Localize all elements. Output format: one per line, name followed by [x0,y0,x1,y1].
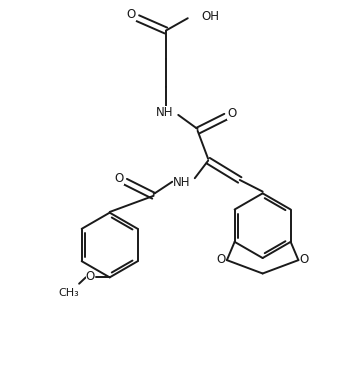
Text: O: O [115,172,124,185]
Text: O: O [227,107,237,120]
Text: CH₃: CH₃ [58,288,79,298]
Text: OH: OH [202,10,220,23]
Text: NH: NH [173,176,191,189]
Text: O: O [300,253,309,266]
Text: O: O [127,8,136,21]
Text: O: O [86,270,95,283]
Text: NH: NH [155,105,173,119]
Text: O: O [216,253,226,266]
